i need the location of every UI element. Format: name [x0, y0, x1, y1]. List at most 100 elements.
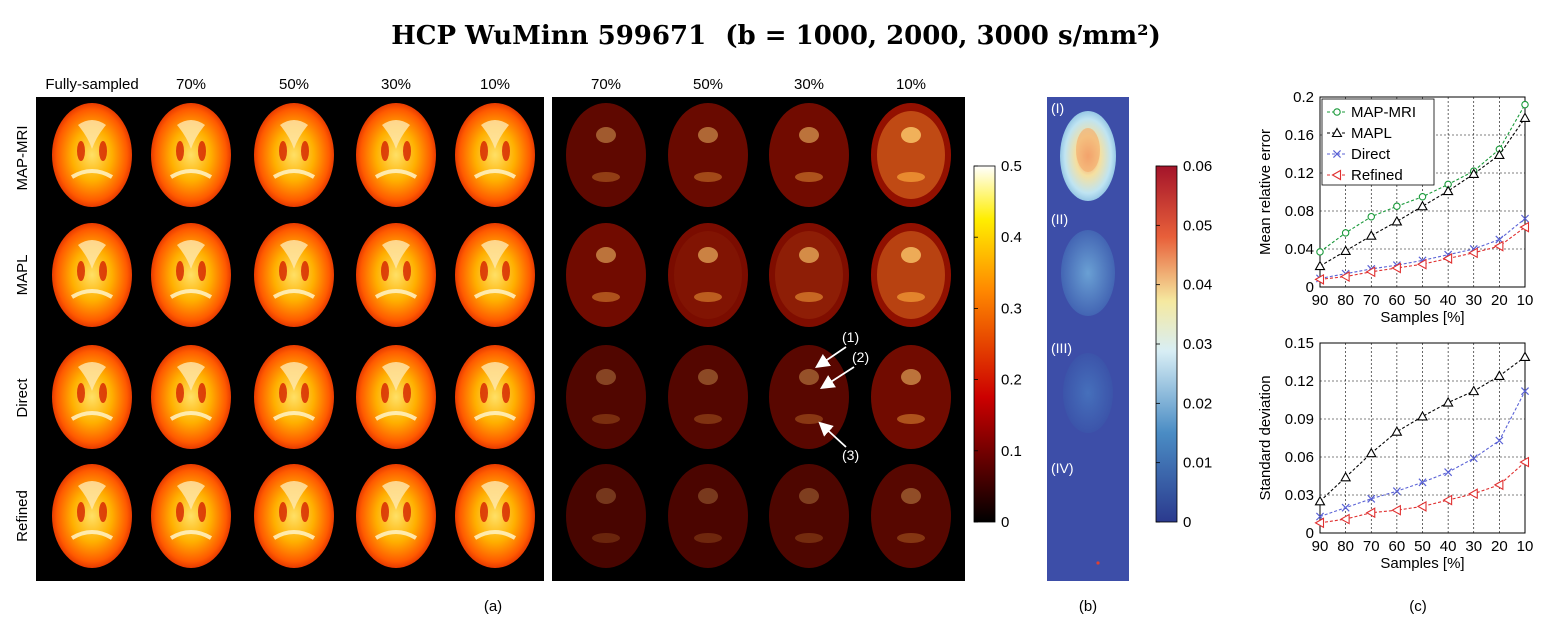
- y-tick-label: 0.16: [1285, 127, 1314, 144]
- series-refined: [1314, 456, 1530, 529]
- legend: MAP-MRI MAPL Direct Refined: [1321, 98, 1435, 186]
- y-tick-label: 0.09: [1285, 411, 1314, 428]
- data-point: [1391, 215, 1403, 226]
- x-axis-label: Samples [%]: [1380, 309, 1464, 326]
- brain-map-thumbnail: [455, 464, 535, 568]
- x-tick-label: 30: [1465, 292, 1482, 309]
- data-point: [1365, 507, 1376, 519]
- y-tick-label: 0.06: [1285, 449, 1314, 466]
- column-header-fully-sampled: Fully-sampled: [45, 76, 138, 93]
- x-tick-label: 30: [1465, 538, 1482, 555]
- error-map-thumbnail: [769, 103, 849, 207]
- data-point: [1340, 513, 1350, 525]
- brain-map-thumbnail: [254, 103, 334, 207]
- data-point: [1519, 221, 1530, 233]
- data-point: [1442, 494, 1453, 506]
- colorbar-tick-label: 0.03: [1183, 336, 1212, 353]
- y-tick-label: 0.03: [1285, 487, 1314, 504]
- column-header-right-10: 10%: [896, 76, 926, 93]
- error-map-thumbnail: [566, 103, 646, 207]
- data-point: [1469, 454, 1478, 463]
- brain-map-thumbnail: [455, 103, 535, 207]
- data-point: [1442, 396, 1454, 407]
- data-point: [1331, 169, 1342, 181]
- legend-entry: MAPL: [1327, 125, 1392, 142]
- data-point: [1314, 517, 1325, 529]
- y-axis-label: Standard deviation: [1257, 375, 1274, 500]
- legend-entry: Refined: [1327, 167, 1403, 184]
- panel-c-label: (c): [1409, 598, 1427, 615]
- y-tick-label: 0.12: [1285, 165, 1314, 182]
- data-point: [1442, 185, 1454, 196]
- data-point: [1444, 468, 1453, 477]
- series-direct: [1315, 387, 1530, 521]
- data-point: [1493, 479, 1504, 491]
- data-point: [1393, 202, 1401, 211]
- annotation-1-arrow: [815, 346, 847, 369]
- error-map-thumbnail: [871, 345, 951, 449]
- jet-colorbar-ticks: 0.06 0.05 0.04 0.03 0.02 0.01 0: [1156, 158, 1212, 531]
- brain-map-thumbnail: [151, 345, 231, 449]
- column-header-left-30: 30%: [381, 76, 411, 93]
- standard-deviation-chart: 0 0.03 0.06 0.09 0.12 0.15 90 80 70 60 50 40 30 20 10 S…: [1257, 335, 1533, 572]
- error-map-thumbnail: [668, 345, 748, 449]
- data-point: [1314, 260, 1326, 271]
- data-point: [1417, 200, 1428, 211]
- row-label-direct: Direct: [14, 378, 31, 418]
- series-refined: [1314, 221, 1530, 285]
- error-map-thumbnail: [871, 103, 951, 207]
- data-point: [1493, 240, 1504, 252]
- data-point: [1314, 495, 1326, 506]
- data-point: [1418, 478, 1427, 487]
- panel-b-label: (b): [1079, 598, 1097, 615]
- data-point: [1520, 214, 1530, 223]
- panel-b-item-I: (I): [1051, 100, 1064, 116]
- figure-title: HCP WuMinn 599671 (b = 1000, 2000, 3000 …: [391, 21, 1161, 51]
- y-tick-label: 0: [1306, 279, 1314, 296]
- column-header-left-50: 50%: [279, 76, 309, 93]
- data-point: [1442, 253, 1453, 264]
- x-tick-label: 40: [1440, 538, 1457, 555]
- x-tick-label: 60: [1389, 538, 1406, 555]
- error-map-thumbnail: [566, 464, 646, 568]
- annotation-3-arrow: [818, 421, 847, 448]
- data-point: [1417, 410, 1428, 421]
- data-point: [1367, 494, 1376, 503]
- series-mapl: [1314, 351, 1531, 506]
- brain-map-thumbnail: [52, 223, 132, 327]
- error-map-thumbnail: [566, 223, 646, 327]
- panel-b-item-III: (III): [1051, 340, 1072, 356]
- y-axis-label: Mean relative error: [1257, 129, 1274, 255]
- brain-map-thumbnail: [356, 345, 436, 449]
- x-tick-label: 90: [1312, 292, 1329, 309]
- data-point: [1520, 387, 1530, 396]
- figure-title-prefix: HCP WuMinn 599671: [391, 21, 706, 51]
- x-tick-label: 10: [1517, 292, 1534, 309]
- data-point: [1493, 149, 1505, 159]
- data-point: [1521, 100, 1529, 109]
- y-tick-label: 0.12: [1285, 373, 1314, 390]
- x-tick-label: 90: [1312, 538, 1329, 555]
- brain-map-thumbnail: [52, 464, 132, 568]
- data-point: [1340, 271, 1350, 282]
- series-line: [1319, 390, 1526, 518]
- panel-a-column-headers: Fully-sampled 70% 50% 30% 10% 70% 50% 30…: [45, 76, 926, 93]
- data-point: [1365, 266, 1376, 278]
- x-axis-label: Samples [%]: [1380, 555, 1464, 572]
- brain-map-thumbnail: [356, 464, 436, 568]
- x-tick-label: 60: [1389, 292, 1406, 309]
- data-point: [1468, 488, 1478, 500]
- plot-area: [1320, 343, 1525, 533]
- data-point: [1340, 245, 1352, 255]
- brain-map-thumbnail: [356, 223, 436, 327]
- x-tick-label: 70: [1363, 538, 1380, 555]
- panel-b-item-labels: (I) (II) (III) (IV): [1051, 100, 1074, 476]
- data-point: [1333, 108, 1341, 116]
- colorbar-tick-label: 0.1: [1001, 443, 1022, 460]
- error-map-thumbnail: [668, 103, 748, 207]
- panel-b-item-II: (II): [1051, 211, 1068, 227]
- column-header-left-10: 10%: [480, 76, 510, 93]
- row-label-map-mri: MAP-MRI: [14, 126, 31, 191]
- error-map-thumbnail: [871, 464, 951, 568]
